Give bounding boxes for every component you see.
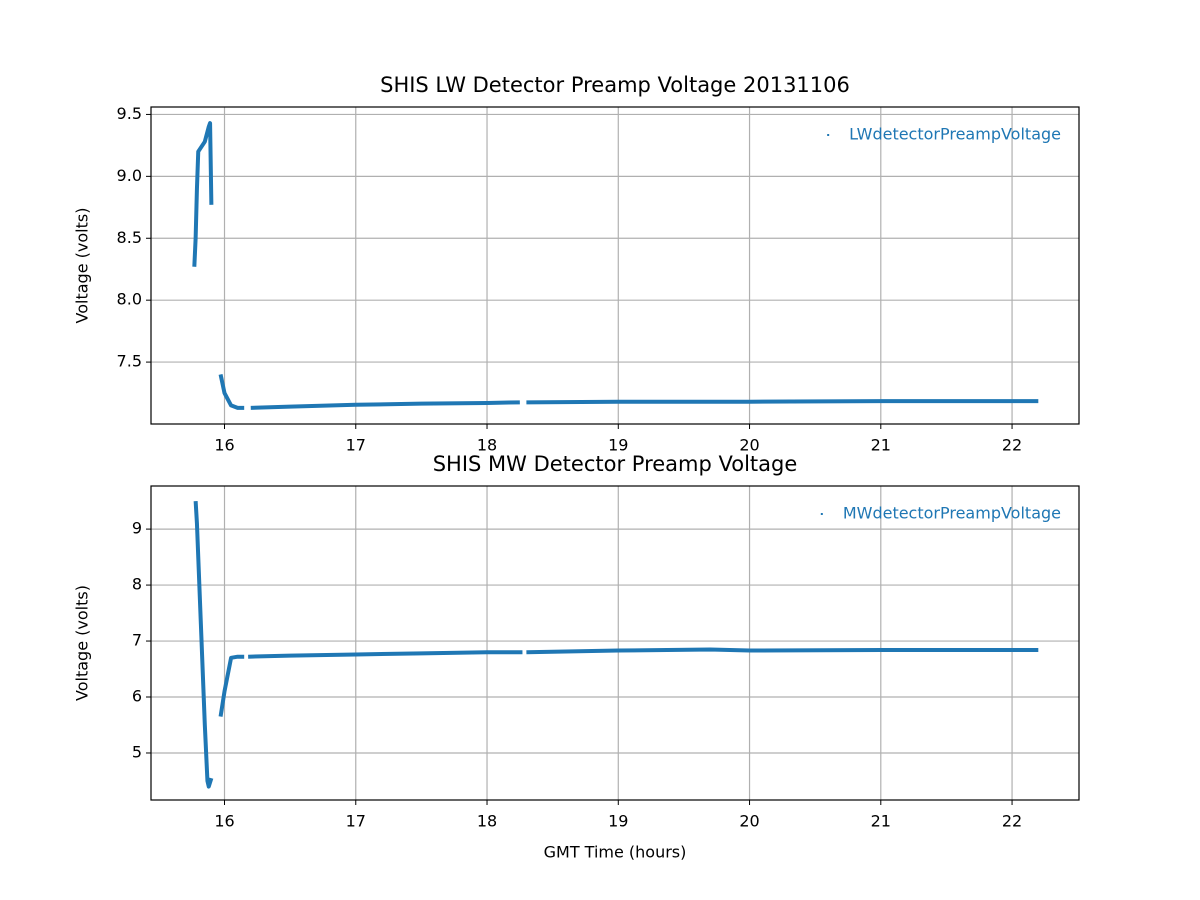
axes-frame [150, 485, 1080, 801]
x-tick-label: 16 [214, 436, 234, 455]
x-tick-label: 22 [1002, 436, 1022, 455]
x-tick-label: 19 [608, 812, 628, 831]
y-tick-label: 8.5 [117, 228, 142, 247]
y-axis-label: Voltage (volts) [73, 208, 92, 324]
data-line [192, 121, 1039, 410]
x-tick-label: 16 [214, 812, 234, 831]
legend-marker [820, 513, 823, 515]
x-tick-label: 21 [871, 436, 891, 455]
chart-title: SHIS LW Detector Preamp Voltage 20131106 [380, 73, 850, 97]
legend-label[interactable]: LWdetectorPreampVoltage [849, 125, 1061, 144]
axes-frame [150, 106, 1080, 425]
legend-label[interactable]: MWdetectorPreampVoltage [843, 504, 1061, 523]
chart-title: SHIS MW Detector Preamp Voltage [433, 452, 798, 476]
x-axis-label: GMT Time (hours) [544, 843, 687, 862]
x-tick-label: 18 [477, 436, 497, 455]
y-tick-label: 7 [132, 631, 142, 650]
x-tick-label: 22 [1002, 812, 1022, 831]
x-tick-label: 17 [346, 812, 366, 831]
x-tick-label: 20 [739, 812, 759, 831]
y-tick-label: 5 [132, 742, 142, 761]
x-tick-label: 21 [871, 812, 891, 831]
y-tick-label: 8 [132, 575, 142, 594]
data-line [193, 500, 1039, 789]
y-tick-label: 9 [132, 519, 142, 538]
legend-marker [827, 134, 830, 136]
y-tick-label: 8.0 [117, 290, 142, 309]
x-tick-label: 20 [739, 436, 759, 455]
x-tick-label: 19 [608, 436, 628, 455]
y-tick-label: 9.0 [117, 166, 142, 185]
y-tick-label: 7.5 [117, 352, 142, 371]
y-tick-label: 9.5 [117, 104, 142, 123]
x-tick-label: 18 [477, 812, 497, 831]
y-axis-label: Voltage (volts) [73, 585, 92, 701]
y-tick-label: 6 [132, 687, 142, 706]
x-tick-label: 17 [346, 436, 366, 455]
